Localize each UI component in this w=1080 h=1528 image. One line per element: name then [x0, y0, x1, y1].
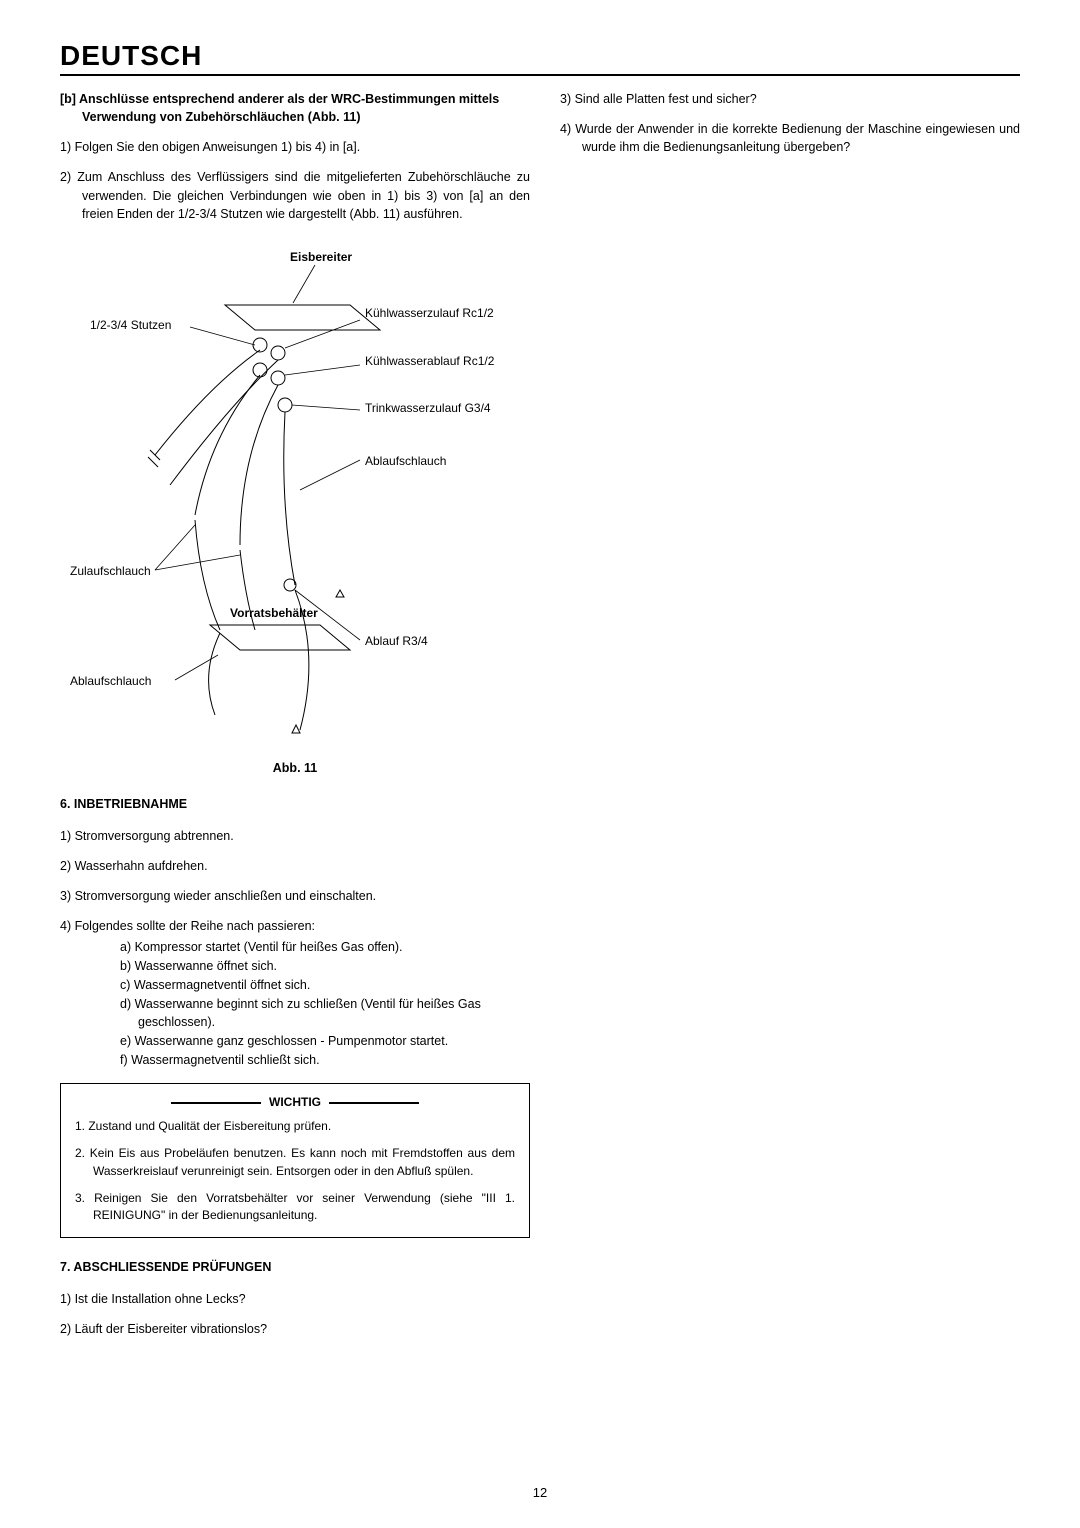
section6-sub-e: e) Wasserwanne ganz geschlossen - Pumpen… [120, 1032, 530, 1050]
section6-sub-d: d) Wasserwanne beginnt sich zu schließen… [120, 995, 530, 1031]
fig-label-stutzen: 1/2-3/4 Stutzen [90, 317, 171, 334]
wichtig-title: WICHTIG [269, 1094, 321, 1111]
wichtig-box: WICHTIG 1. Zustand und Qualität der Eisb… [60, 1083, 530, 1237]
section7-heading: 7. ABSCHLIESSENDE PRÜFUNGEN [60, 1258, 530, 1276]
wichtig-line-left [171, 1102, 261, 1104]
section6-sublist: a) Kompressor startet (Ventil für heißes… [60, 938, 530, 1070]
fig-label-vorratsbehaelter: Vorratsbehälter [230, 605, 318, 622]
wichtig-item2: 2. Kein Eis aus Probeläufen benutzen. Es… [75, 1145, 515, 1180]
wichtig-item3: 3. Reinigen Sie den Vorratsbehälter vor … [75, 1190, 515, 1225]
section-b-item2: 2) Zum Anschluss des Verflüssigers sind … [60, 168, 530, 222]
fig-label-eisbereiter: Eisbereiter [290, 249, 352, 266]
section6-item4: 4) Folgendes sollte der Reihe nach passi… [60, 917, 530, 935]
page-title: DEUTSCH [60, 40, 1020, 76]
left-column: [b] Anschlüsse entsprechend anderer als … [60, 90, 530, 1350]
wichtig-item1: 1. Zustand und Qualität der Eisbereitung… [75, 1118, 515, 1135]
section6-item2: 2) Wasserhahn aufdrehen. [60, 857, 530, 875]
wichtig-line-right [329, 1102, 419, 1104]
section6-sub-a: a) Kompressor startet (Ventil für heißes… [120, 938, 530, 956]
section7-item3: 3) Sind alle Platten fest und sicher? [560, 90, 1020, 108]
figure-caption: Abb. 11 [60, 759, 530, 777]
section7-item1: 1) Ist die Installation ohne Lecks? [60, 1290, 530, 1308]
section7-item4: 4) Wurde der Anwender in die korrekte Be… [560, 120, 1020, 156]
fig-label-zulaufschlauch: Zulaufschlauch [70, 563, 151, 580]
section6-heading: 6. INBETRIEBNAHME [60, 795, 530, 813]
right-column: 3) Sind alle Platten fest und sicher? 4)… [560, 90, 1020, 1350]
wichtig-title-row: WICHTIG [75, 1094, 515, 1111]
fig-label-ablauf-r34: Ablauf R3/4 [365, 633, 428, 650]
fig-label-ablaufschlauch1: Ablaufschlauch [365, 453, 446, 470]
section6-sub-c: c) Wassermagnetventil öffnet sich. [120, 976, 530, 994]
section7-item2: 2) Läuft der Eisbereiter vibrationslos? [60, 1320, 530, 1338]
fig-label-kuehlzulauf: Kühlwasserzulauf Rc1/2 [365, 305, 505, 322]
page-number: 12 [533, 1485, 547, 1500]
two-column-layout: [b] Anschlüsse entsprechend anderer als … [60, 90, 1020, 1350]
fig-label-kuehlablauf: Kühlwasserablauf Rc1/2 [365, 353, 505, 370]
section-b-heading: [b] Anschlüsse entsprechend anderer als … [60, 90, 530, 126]
section6-sub-f: f) Wassermagnetventil schließt sich. [120, 1051, 530, 1069]
figure-11: Eisbereiter 1/2-3/4 Stutzen Kühlwasserzu… [60, 235, 530, 755]
section6-item1: 1) Stromversorgung abtrennen. [60, 827, 530, 845]
section6-sub-b: b) Wasserwanne öffnet sich. [120, 957, 530, 975]
section6-item3: 3) Stromversorgung wieder anschließen un… [60, 887, 530, 905]
fig-label-ablaufschlauch2: Ablaufschlauch [70, 673, 151, 690]
section-b-item1: 1) Folgen Sie den obigen Anweisungen 1) … [60, 138, 530, 156]
fig-label-trinkzulauf: Trinkwasserzulauf G3/4 [365, 400, 505, 417]
